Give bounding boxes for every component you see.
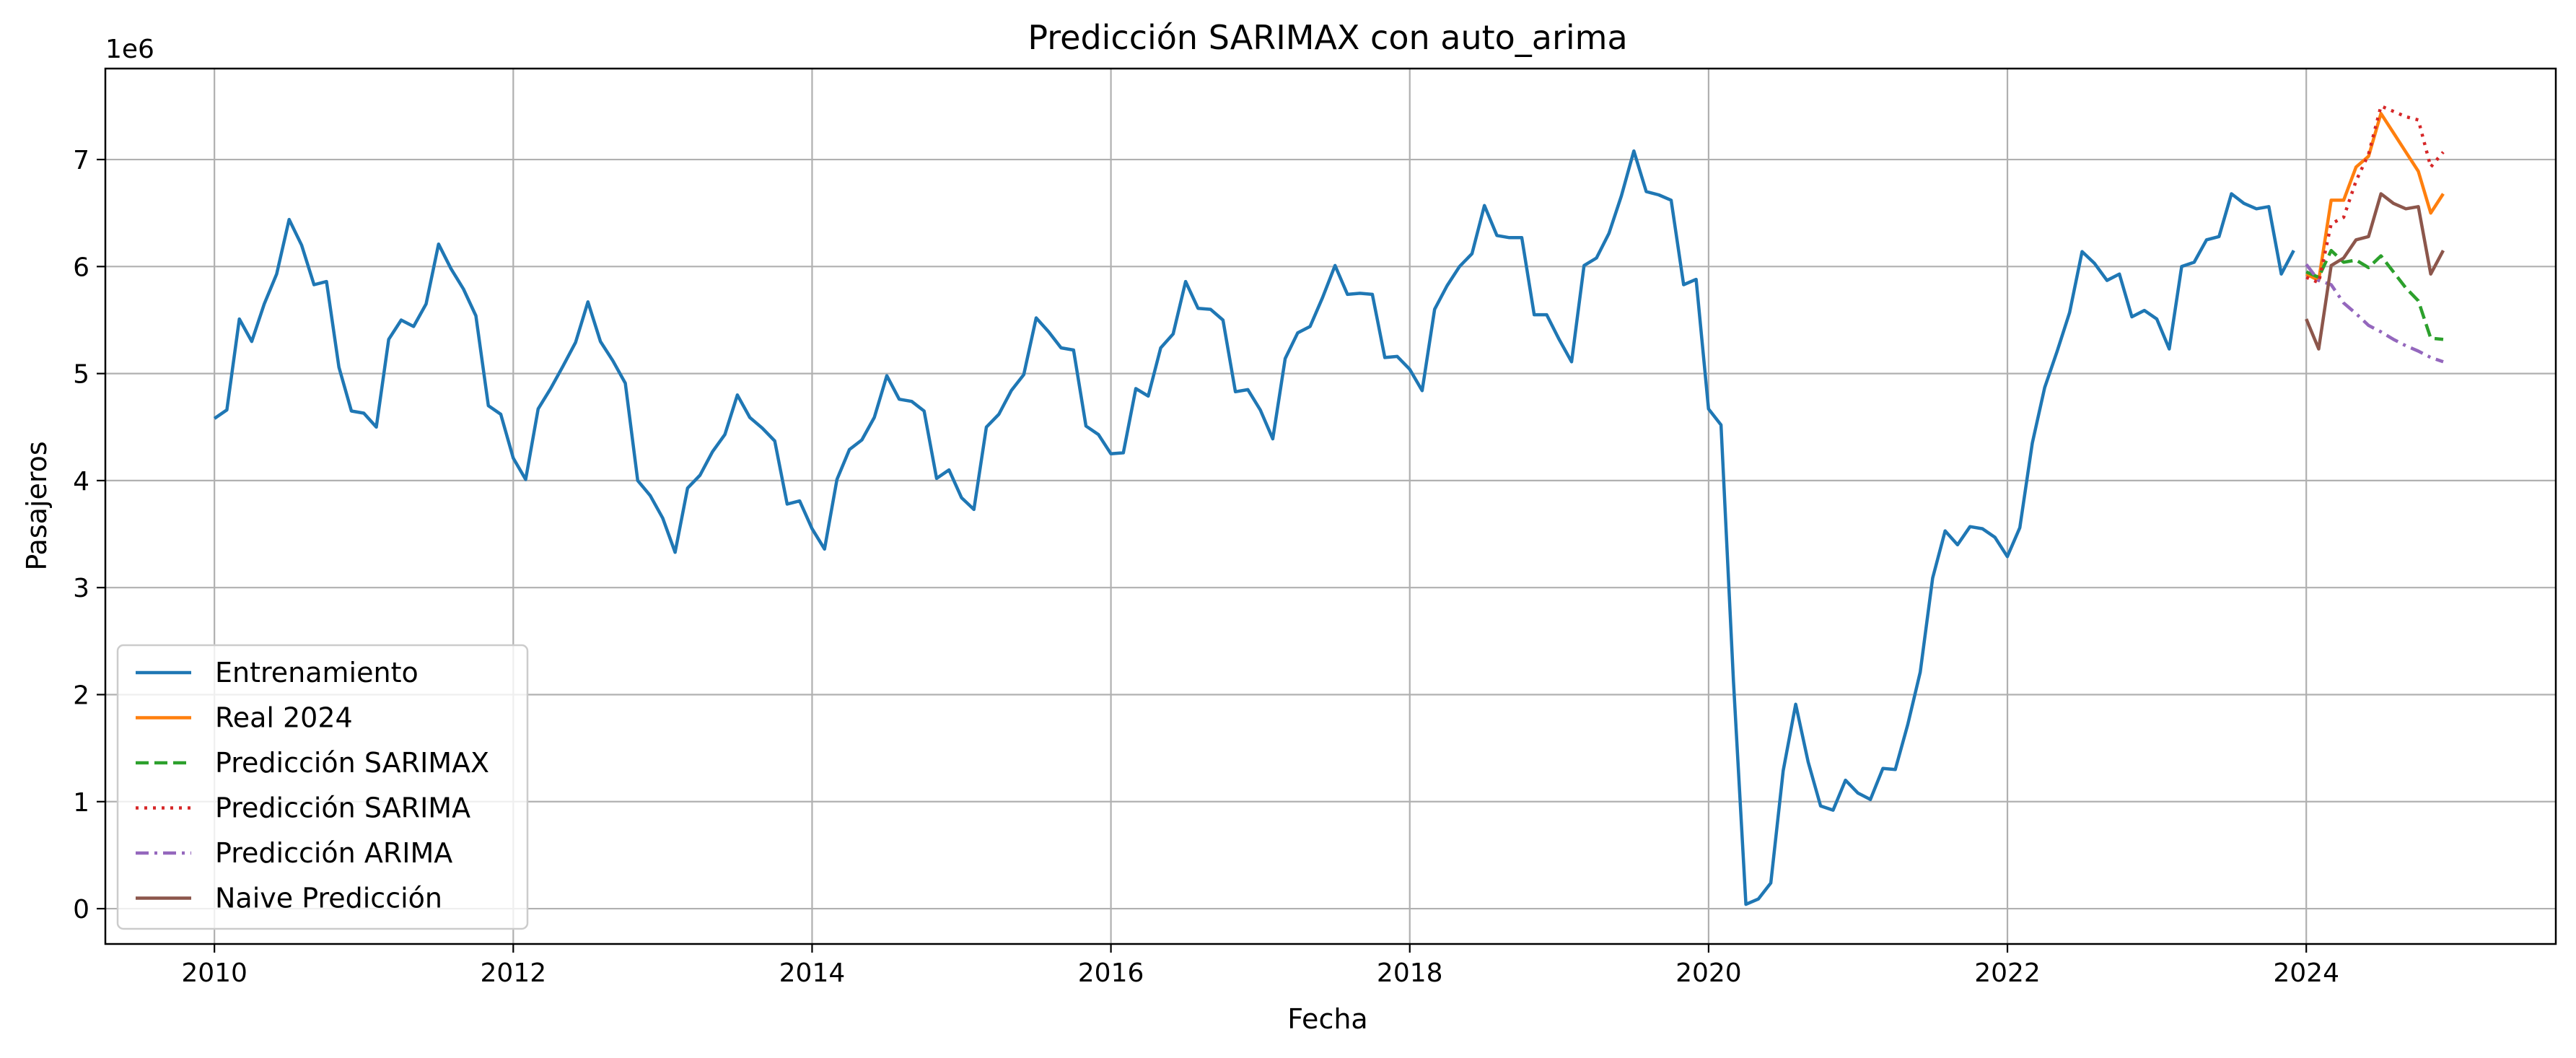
legend-label: Entrenamiento [215,657,419,688]
legend-label: Naive Predicción [215,883,442,914]
legend-label: Predicción SARIMAX [215,747,489,779]
y-tick-label: 4 [73,467,89,497]
y-offset-label: 1e6 [105,35,154,64]
legend: Entrenamiento Real 2024 Predicción SARIMAX… [116,644,529,930]
x-tick-label: 2024 [2273,958,2339,988]
y-tick-label: 5 [73,360,89,390]
y-tick-label: 6 [73,253,89,282]
legend-label: Real 2024 [215,702,353,734]
x-axis: 2010 2012 2014 2016 2018 2020 2022 2024 [181,944,2339,988]
y-axis: 0 1 2 3 4 5 6 7 [73,146,105,924]
y-tick-label: 1 [73,788,89,818]
legend-label: Predicción SARIMA [215,792,470,824]
plot-frame [104,67,2557,945]
x-tick-label: 2018 [1377,958,1443,988]
x-axis-label: Fecha [1287,1003,1367,1035]
series-lines [213,104,2445,906]
y-axis-label: Pasajeros [21,441,53,570]
legend-box [116,644,529,930]
x-tick-label: 2020 [1675,958,1742,988]
x-tick-label: 2014 [779,958,846,988]
y-tick-label: 2 [73,681,89,710]
series-line-3 [2305,248,2444,341]
y-tick-label: 0 [73,895,89,924]
x-tick-label: 2022 [1974,958,2041,988]
series-line-4 [2305,104,2445,284]
x-tick-label: 2016 [1078,958,1144,988]
series-line-6 [2305,192,2445,351]
y-tick-label: 7 [73,146,89,175]
legend-label: Predicción ARIMA [215,837,452,869]
series-line-1 [213,149,2295,906]
y-tick-label: 3 [73,574,89,603]
chart-title: Predicción SARIMAX con auto_arima [1028,18,1627,57]
x-tick-label: 2012 [480,958,546,988]
x-tick-label: 2010 [181,958,247,988]
